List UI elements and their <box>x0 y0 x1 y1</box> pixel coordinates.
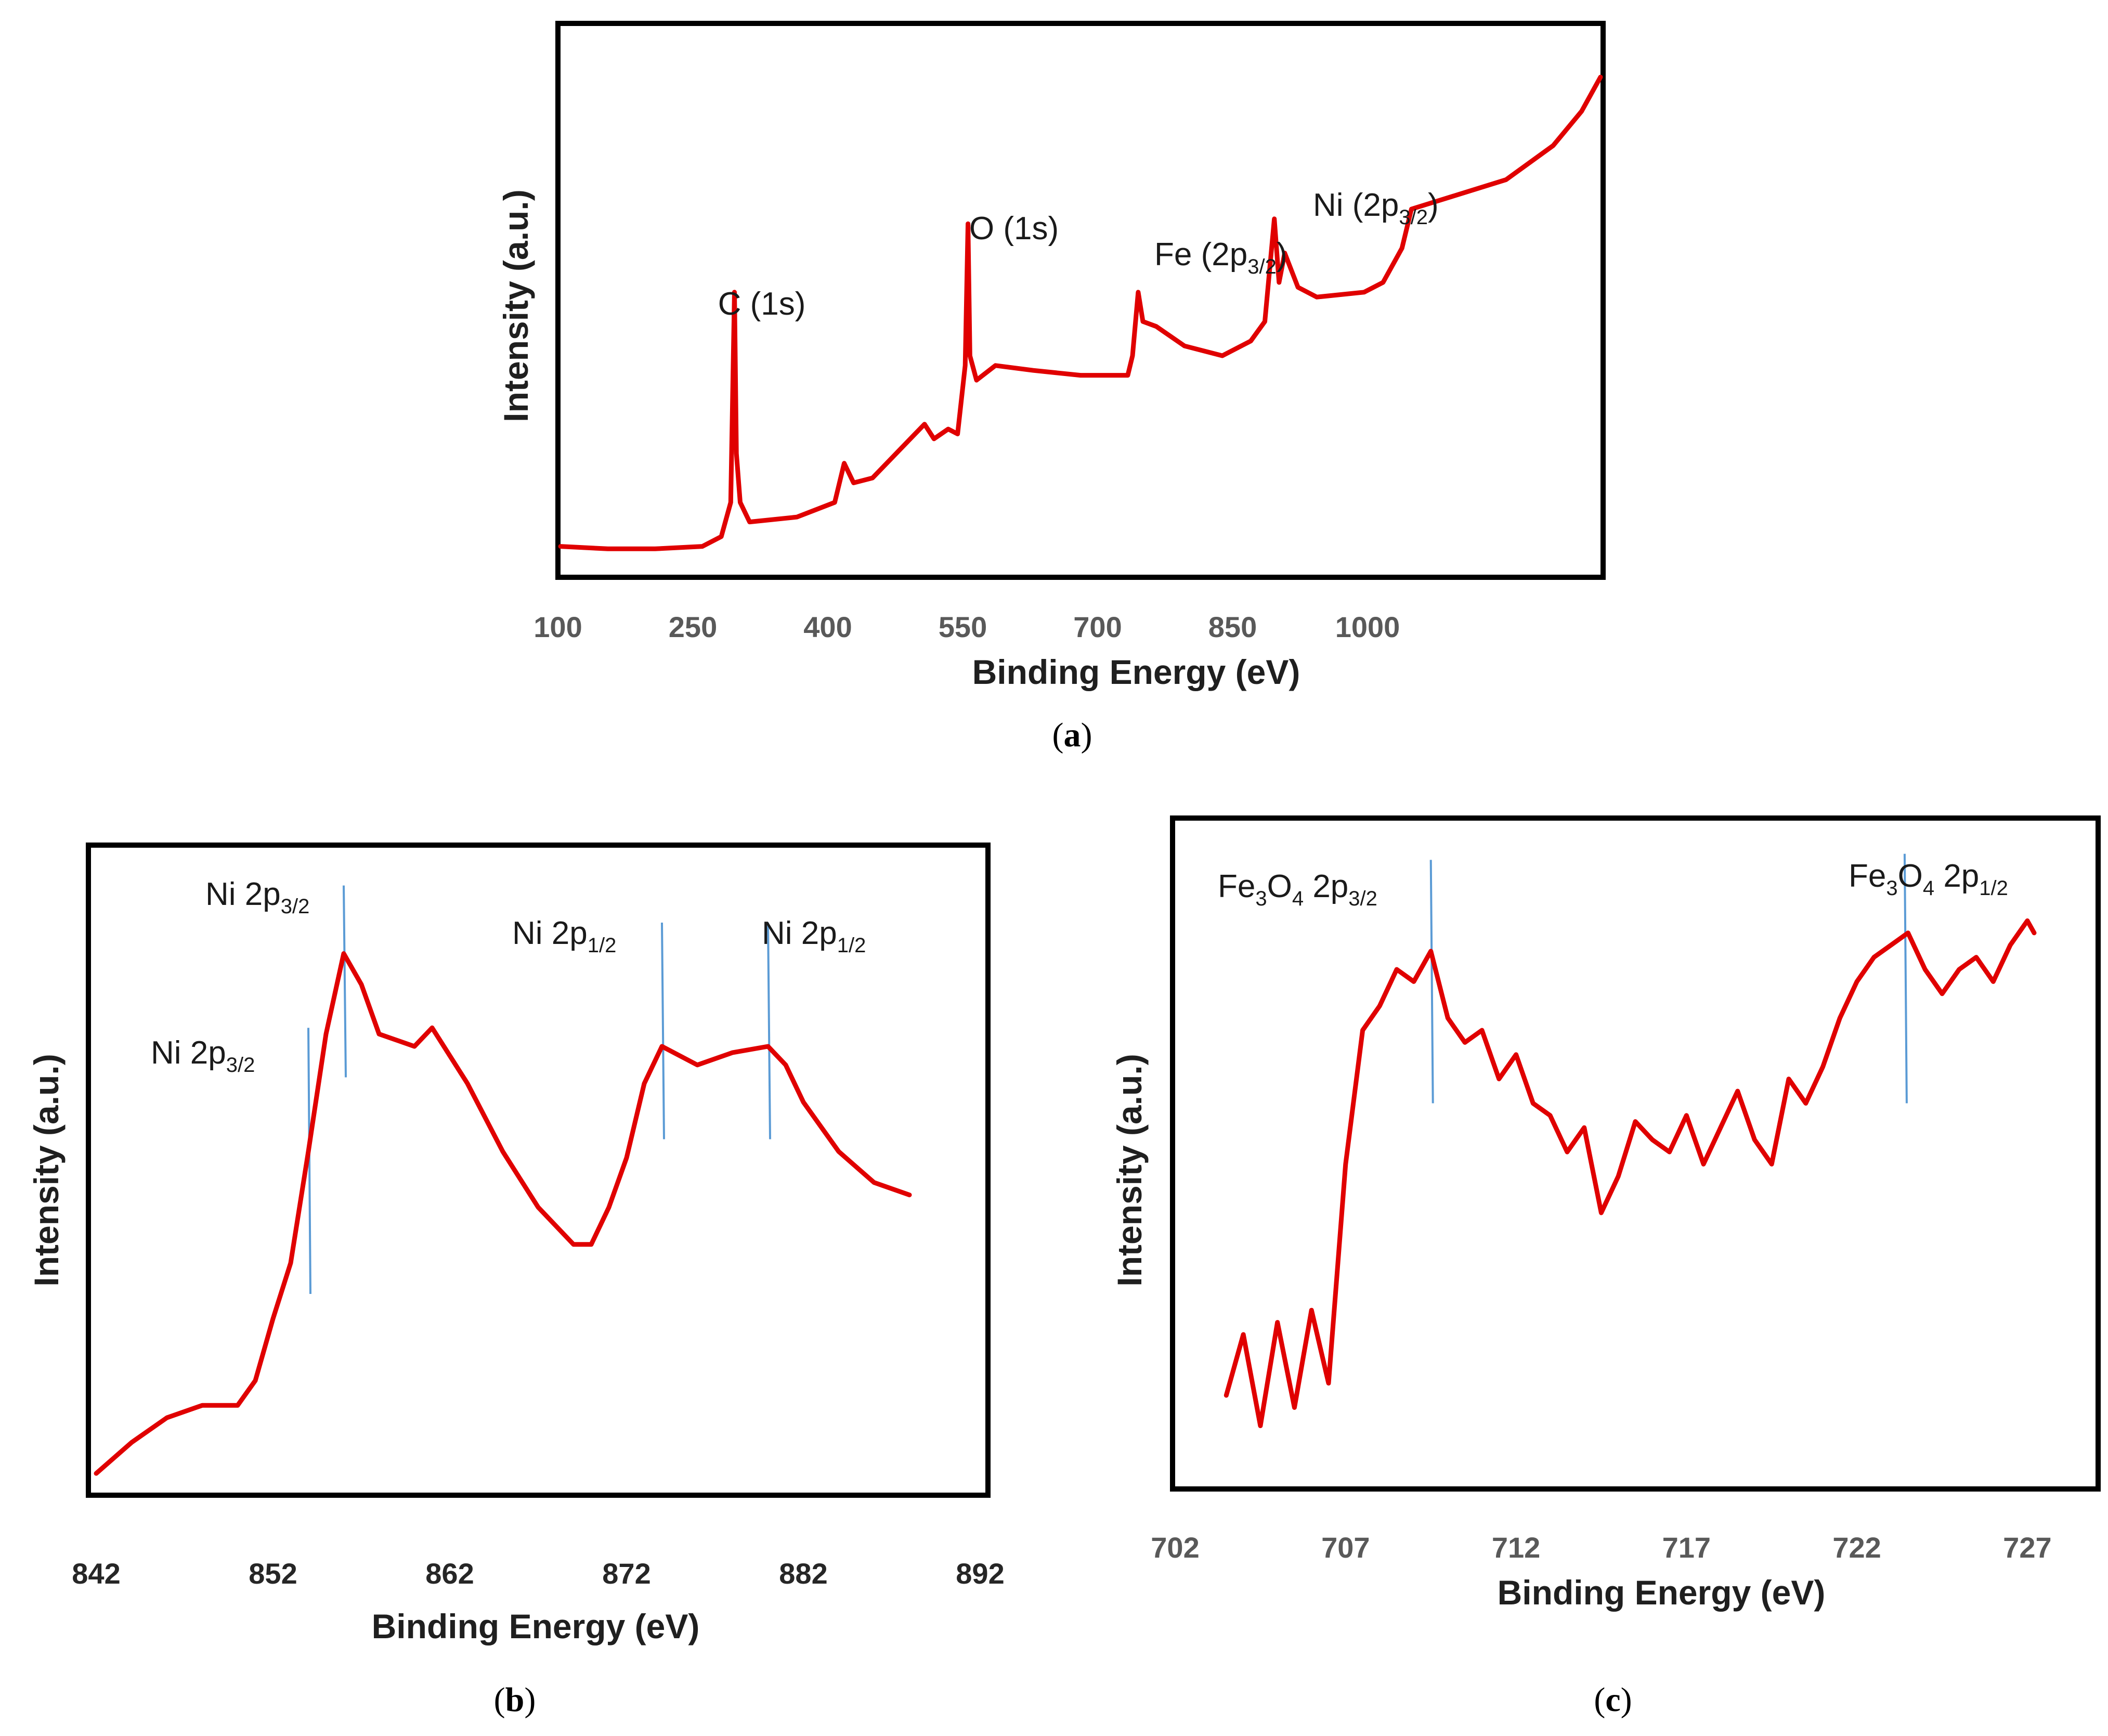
panel-a-survey-chart: 100 250 400 550 700 850 1000 C (1s) O (1s) Fe … <box>497 21 1606 754</box>
panel-c-data-point <box>1362 1030 1363 1031</box>
panel-a-data-point <box>1581 111 1582 112</box>
panel-a-caption: (a) <box>1052 716 1092 754</box>
panel-c-series-line-0 <box>1224 918 2037 1428</box>
panel-b-series-line-0 <box>94 951 912 1476</box>
panel-c-data-point <box>1993 981 1994 982</box>
marker-label-fe3o4-2p32: Fe3O4 2p3/2 <box>1218 869 1377 910</box>
panel-b-marker-line-0 <box>307 1028 311 1294</box>
panel-b-data-point <box>96 1473 97 1474</box>
panel-b-ni2p-chart: 842 852 862 872 882 892 Ni 2p3/2 Ni 2p3/2 Ni … <box>27 843 1005 1719</box>
marker-label-ni2p32-left: Ni 2p3/2 <box>151 1035 255 1077</box>
panel-c-y-axis-title: Intensity (a.u.) <box>1110 1054 1149 1286</box>
panel-c-data-point <box>1413 981 1414 982</box>
peak-label-ni2p32: Ni (2p3/2) <box>1313 187 1439 229</box>
panel-b-x-axis-title: Binding Energy (eV) <box>372 1607 700 1646</box>
panel-b-data-point <box>803 1102 804 1103</box>
panel-a-plot-frame <box>555 21 1606 580</box>
panel-c-data-point <box>1805 1103 1806 1104</box>
panel-b-data-point <box>361 984 362 985</box>
panel-b-data-point <box>644 1083 645 1084</box>
panel-c-tick-label: 722 <box>1832 1531 1881 1564</box>
panel-a-data-point <box>1411 209 1412 210</box>
marker-label-ni2p12-second: Ni 2p1/2 <box>762 915 866 957</box>
panel-a-y-axis-title: Intensity (a.u.) <box>497 189 535 422</box>
panel-a-tick-label: 400 <box>803 611 852 643</box>
panel-a-tick-label: 850 <box>1208 611 1257 643</box>
panel-b-tick-label: 872 <box>602 1557 650 1590</box>
panel-b-data-point <box>767 1046 769 1047</box>
panel-c-data-point <box>1737 1091 1738 1092</box>
panel-c-data-point <box>2034 932 2035 934</box>
panel-b-tick-label: 852 <box>249 1557 297 1590</box>
panel-b-caption: (b) <box>494 1681 536 1719</box>
panel-c-data-point <box>1942 993 1943 994</box>
panel-a-data-point <box>1553 145 1554 146</box>
panel-a-series-line-0 <box>558 74 1603 551</box>
panel-c-data-point <box>1550 1115 1551 1116</box>
peak-label-fe2p32: Fe (2p3/2) <box>1154 237 1287 278</box>
panel-b-marker-line-3 <box>767 922 771 1139</box>
panel-a-tick-label: 550 <box>939 611 987 643</box>
marker-label-ni2p12-first: Ni 2p1/2 <box>512 915 616 957</box>
panel-b-data-point <box>202 1405 203 1406</box>
panel-c-marker-lines <box>1429 853 1908 1104</box>
panel-b-tick-label: 892 <box>956 1557 1004 1590</box>
panel-b-tick-label: 862 <box>425 1557 474 1590</box>
panel-b-data-point <box>272 1318 274 1319</box>
panel-a-tick-label: 700 <box>1073 611 1122 643</box>
panel-c-data-point <box>1635 1121 1636 1122</box>
panel-c-marker-line-1 <box>1903 853 1908 1104</box>
panel-c-plot-frame <box>1170 815 2101 1492</box>
peak-label-c1s: C (1s) <box>718 286 806 322</box>
panel-a-tick-label: 250 <box>669 611 717 643</box>
panel-a-tick-labels: 100 250 400 550 700 850 1000 <box>533 611 1400 643</box>
panel-b-marker-line-1 <box>343 885 347 1078</box>
panel-b-y-axis-title: Intensity (a.u.) <box>27 1054 66 1286</box>
panel-c-tick-label: 707 <box>1321 1531 1370 1564</box>
panel-a-data-point <box>995 365 996 366</box>
panel-c-tick-labels: 702 707 712 717 722 727 <box>1151 1531 2051 1564</box>
panel-b-data-point <box>591 1244 592 1245</box>
marker-label-ni2p32-main: Ni 2p3/2 <box>205 876 309 918</box>
panel-b-data-point <box>308 1151 309 1152</box>
panel-a-data-point <box>721 536 722 537</box>
panel-a-series-group <box>558 74 1603 551</box>
panel-b-series-group <box>94 951 912 1476</box>
panel-b-plot-frame <box>86 843 991 1498</box>
panel-c-data-point <box>1686 1115 1687 1116</box>
panel-c-tick-label: 712 <box>1492 1531 1540 1564</box>
panel-a-tick-label: 1000 <box>1335 611 1400 643</box>
panel-c-data-point <box>1277 1322 1278 1323</box>
panel-c-tick-label: 717 <box>1662 1531 1711 1564</box>
panel-c-tick-label: 727 <box>2003 1531 2051 1564</box>
panel-b-data-point <box>467 1083 468 1084</box>
panel-c-series-group <box>1224 918 2037 1428</box>
panel-c-data-point <box>1754 1139 1755 1141</box>
panel-b-marker-line-2 <box>661 922 665 1139</box>
panel-c-x-axis-title: Binding Energy (eV) <box>1498 1573 1826 1612</box>
panel-b-data-point <box>538 1207 539 1208</box>
panel-b-data-point <box>414 1046 415 1047</box>
panel-a-data-point <box>1033 370 1034 371</box>
marker-label-fe3o4-2p12: Fe3O4 2p1/2 <box>1849 858 2008 900</box>
panel-c-marker-line-0 <box>1429 860 1434 1104</box>
panel-a-tick-label: 100 <box>533 611 582 643</box>
peak-label-o1s: O (1s) <box>969 211 1059 247</box>
panel-c-data-point <box>1226 1395 1227 1396</box>
panel-c-caption: (c) <box>1594 1681 1632 1719</box>
panel-c-tick-label: 702 <box>1151 1531 1199 1564</box>
panel-c-data-point <box>1294 1407 1295 1408</box>
panel-a-x-axis-title: Binding Energy (eV) <box>972 653 1300 691</box>
panel-b-tick-label: 882 <box>779 1557 827 1590</box>
panel-b-marker-lines <box>307 885 771 1294</box>
panel-a-data-point <box>965 365 966 366</box>
panel-c-fe2p-chart: 702 707 712 717 722 727 Fe3O4 2p3/2 Fe3O4 2p1… <box>1110 815 2101 1719</box>
panel-b-tick-label: 842 <box>72 1557 120 1590</box>
panel-b-tick-labels: 842 852 862 872 882 892 <box>72 1557 1004 1590</box>
panel-c-data-point <box>1311 1310 1312 1311</box>
panel-b-data-point <box>874 1182 875 1183</box>
panel-b-data-point <box>255 1380 256 1381</box>
